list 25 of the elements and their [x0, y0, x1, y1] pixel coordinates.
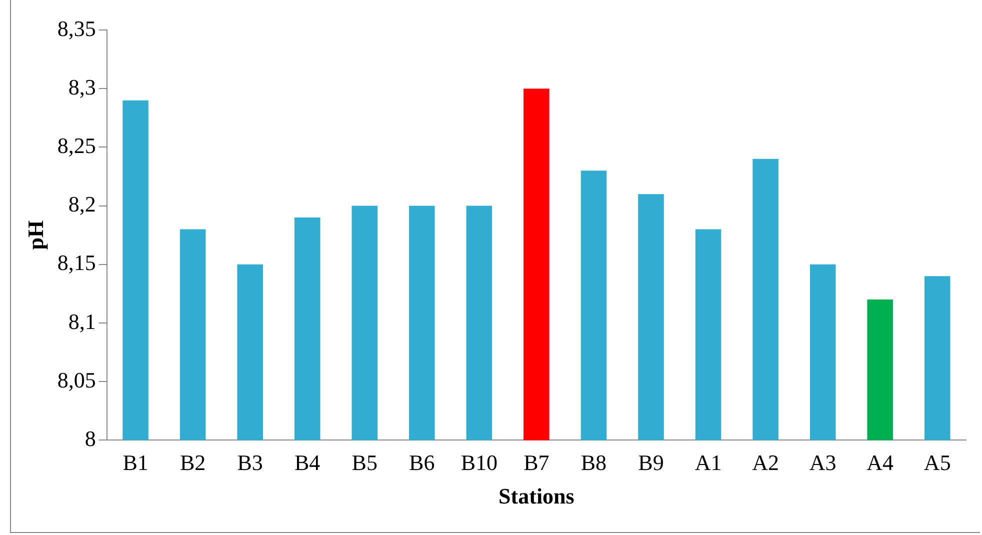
x-tick-label: A3 [809, 450, 836, 476]
x-tick-label: A5 [924, 450, 951, 476]
y-tick-label: 8 [84, 426, 96, 451]
x-tick-label: B3 [237, 450, 263, 476]
y-tick-label: 8,15 [57, 250, 96, 276]
y-tick-label: 8,1 [68, 308, 96, 334]
x-axis-title: Stations [498, 483, 575, 508]
x-tick-label: B5 [352, 450, 378, 476]
x-tick-label: A4 [866, 450, 894, 476]
x-tick-label: B9 [638, 450, 664, 476]
x-tick-label: B1 [122, 450, 148, 476]
x-tick-label: B4 [294, 450, 320, 476]
y-axis-title: pH [22, 220, 48, 250]
x-tick-label: A2 [752, 450, 779, 476]
x-tick-label: B10 [460, 450, 498, 476]
x-tick-label: B7 [524, 450, 550, 476]
x-tick-label: B6 [409, 450, 435, 476]
x-tick-label: A1 [694, 450, 722, 476]
y-tick-label: 8,35 [57, 16, 96, 41]
x-tick-label: B8 [580, 450, 607, 476]
y-tick-label: 8,25 [57, 132, 96, 158]
y-tick-label: 8,3 [68, 74, 96, 100]
y-tick-label: 8,05 [57, 367, 96, 392]
x-tick-label: B2 [180, 450, 206, 476]
y-tick-label: 8,2 [68, 192, 96, 217]
